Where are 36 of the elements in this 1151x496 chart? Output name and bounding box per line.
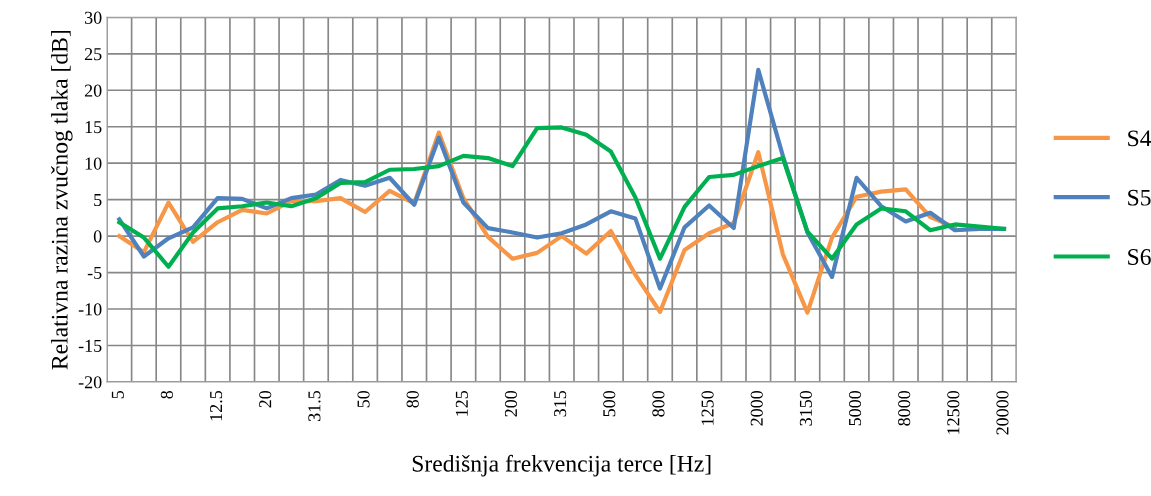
x-tick-label: 5000 bbox=[848, 390, 862, 426]
x-tick-label: 31.5 bbox=[308, 390, 321, 421]
x-axis-title: Središnja frekvencija terce [Hz] bbox=[412, 454, 711, 477]
y-tick-label: 0 bbox=[93, 230, 102, 243]
x-tick-label: 2000 bbox=[750, 390, 763, 426]
x-tick-label: 315 bbox=[554, 390, 567, 417]
y-tick-label: 20 bbox=[84, 84, 102, 97]
y-axis-title: Relativna razina zvučnog tlaka [dB] bbox=[51, 30, 73, 370]
x-tick-label: 80 bbox=[406, 390, 419, 408]
x-tick-label: 20 bbox=[259, 390, 272, 408]
y-tick-label: 10 bbox=[85, 157, 102, 170]
y-tick-label: 5 bbox=[94, 194, 102, 207]
x-tick-label: 3150 bbox=[799, 390, 812, 426]
x-tick-label: 125 bbox=[455, 390, 468, 416]
y-tick-label: -5 bbox=[87, 266, 102, 279]
x-tick-label: 12.5 bbox=[210, 390, 223, 421]
legend-label: S4 bbox=[1128, 130, 1151, 147]
x-tick-label: 12500 bbox=[947, 390, 960, 434]
y-tick-label: 30 bbox=[84, 11, 102, 24]
x-tick-label: 20000 bbox=[996, 390, 1009, 435]
x-tick-label: 200 bbox=[504, 390, 518, 417]
x-tick-label: 8000 bbox=[898, 390, 911, 426]
x-tick-label: 5 bbox=[111, 390, 124, 399]
y-tick-label: -10 bbox=[78, 303, 102, 316]
legend-label: S6 bbox=[1128, 249, 1151, 265]
y-tick-label: 25 bbox=[84, 48, 102, 61]
y-tick-label: -15 bbox=[78, 339, 102, 352]
line-series bbox=[117, 125, 1007, 269]
x-tick-label: 800 bbox=[652, 390, 665, 417]
x-tick-label: 8 bbox=[160, 390, 173, 399]
legend-label: S5 bbox=[1128, 189, 1151, 206]
x-tick-label: 50 bbox=[357, 390, 370, 408]
x-tick-label: 1250 bbox=[701, 390, 714, 425]
y-tick-label: 15 bbox=[85, 121, 102, 134]
x-tick-label: 500 bbox=[603, 390, 616, 417]
y-tick-label: -20 bbox=[78, 376, 102, 389]
